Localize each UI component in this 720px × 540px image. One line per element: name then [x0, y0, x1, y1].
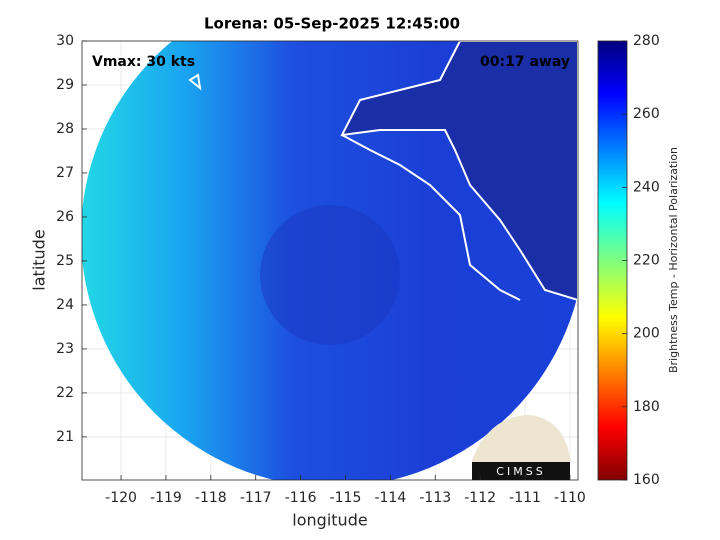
y-tick-label: 27	[56, 165, 74, 181]
x-tick-label: -110	[554, 490, 586, 506]
baja-coast	[341, 134, 521, 301]
y-tick-label: 25	[56, 253, 74, 269]
logo-text: CIMSS	[496, 465, 545, 478]
x-tick-label: -112	[464, 490, 496, 506]
satellite-swath	[82, 41, 578, 480]
title: Lorena: 05-Sep-2025 12:45:00	[204, 15, 460, 33]
y-tick-label: 24	[56, 297, 74, 313]
colorbar-tick-label: 240	[633, 179, 660, 195]
colorbar-tick-label: 260	[633, 106, 660, 122]
cimss-logo: CIMSS	[472, 415, 570, 480]
y-tick-label: 23	[56, 341, 74, 357]
colorbar-label: Brightness Temp - Horizontal Polarizatio…	[667, 147, 680, 373]
y-tick-label: 29	[56, 77, 74, 93]
y-tick-label: 30	[56, 33, 74, 49]
colorbar-tick-label: 160	[633, 472, 660, 488]
y-tick-label: 21	[56, 429, 74, 445]
annotation: 00:17 away	[480, 54, 570, 70]
x-tick-label: -120	[105, 490, 137, 506]
x-tick-label: -114	[374, 490, 406, 506]
x-tick-label: -115	[330, 490, 362, 506]
x-axis-label: longitude	[292, 511, 367, 530]
colorbar-tick-label: 180	[633, 399, 660, 415]
y-tick-label: 28	[56, 121, 74, 137]
annotation: Vmax: 30 kts	[92, 54, 195, 70]
x-tick-label: -113	[419, 490, 451, 506]
y-axis-label: latitude	[30, 229, 49, 290]
colorbar-tick-label: 220	[633, 253, 660, 269]
x-tick-label: -116	[285, 490, 317, 506]
x-tick-label: -118	[195, 490, 227, 506]
land-coast	[340, 41, 578, 302]
logo-band	[472, 462, 570, 480]
x-tick-label: -117	[240, 490, 272, 506]
colorbar-tick-label: 280	[633, 33, 660, 49]
x-tick-label: -119	[150, 490, 182, 506]
storm-core	[260, 205, 400, 345]
y-tick-label: 26	[56, 209, 74, 225]
plot-frame	[81, 40, 579, 481]
colorbar-tick-label: 200	[633, 326, 660, 342]
island	[188, 73, 202, 91]
y-tick-label: 22	[56, 385, 74, 401]
x-tick-label: -111	[509, 490, 541, 506]
